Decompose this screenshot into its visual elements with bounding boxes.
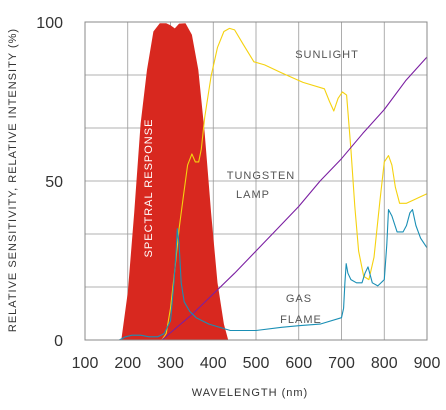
spectral-response-label: SPECTRAL RESPONSE <box>143 119 155 258</box>
x-tick-label: 400 <box>200 355 227 372</box>
y-axis-label: RELATIVE SENSITIVITY, RELATIVE INTENSITY… <box>7 28 19 332</box>
x-tick-label: 800 <box>371 355 398 372</box>
x-tick-label: 500 <box>243 355 270 372</box>
tungsten-label-line2: LAMP <box>236 189 270 201</box>
x-tick-label: 700 <box>328 355 355 372</box>
series-area-spectral-response <box>121 23 229 341</box>
gas-label-line1: GAS <box>286 293 312 305</box>
x-axis-label: WAVELENGTH (nm) <box>192 387 308 399</box>
x-tick-label: 100 <box>72 355 99 372</box>
plot-frame <box>84 21 428 341</box>
x-tick-label: 300 <box>157 355 184 372</box>
series-line-tungsten-lamp <box>161 56 428 341</box>
y-tick-label: 0 <box>54 333 63 350</box>
x-tick-label: 200 <box>114 355 141 372</box>
series-line-gas-flame <box>118 209 428 341</box>
x-tick-label: 900 <box>414 355 441 372</box>
y-tick-labels: 0 50 100 <box>36 15 63 350</box>
sunlight-label: SUNLIGHT <box>295 49 359 61</box>
gas-label-line2: FLAME <box>280 314 322 326</box>
y-tick-label: 100 <box>36 15 63 32</box>
x-tick-label: 600 <box>285 355 312 372</box>
series-layer <box>118 23 428 341</box>
y-tick-label: 50 <box>45 174 63 191</box>
series-line-sunlight <box>161 27 428 341</box>
tungsten-label-line1: TUNGSTEN <box>227 170 296 182</box>
x-tick-labels: 100 200 300 400 500 600 700 800 900 <box>72 355 441 372</box>
